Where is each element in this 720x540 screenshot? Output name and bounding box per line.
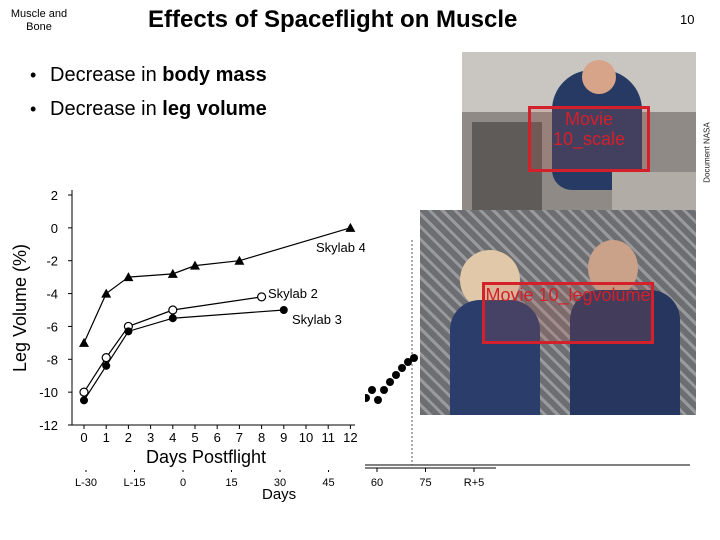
secondary-tick-label: L-30 bbox=[75, 477, 97, 489]
background-data-point bbox=[404, 358, 412, 366]
page-number: 10 bbox=[680, 12, 695, 27]
x-tick-label: 7 bbox=[236, 430, 243, 445]
y-axis-label: Leg Volume (%) bbox=[10, 244, 30, 372]
secondary-tick-label: 60 bbox=[371, 477, 383, 489]
x-tick-label: 6 bbox=[214, 430, 221, 445]
bullet-prefix: Decrease in bbox=[50, 64, 163, 86]
movie-label-legvolume[interactable]: Movie 10_legvolume bbox=[485, 285, 651, 305]
y-tick-label: -6 bbox=[46, 319, 58, 334]
bullet-emphasis: leg volume bbox=[162, 98, 267, 120]
y-tick-label: -12 bbox=[39, 418, 58, 433]
y-tick-label: 0 bbox=[51, 221, 58, 236]
x-tick-label: 2 bbox=[125, 430, 132, 445]
data-point-open-circle bbox=[79, 387, 89, 397]
data-point-triangle bbox=[123, 272, 134, 282]
background-plot bbox=[350, 240, 690, 466]
background-data-point bbox=[392, 371, 400, 379]
x-tick-label: 5 bbox=[191, 430, 198, 445]
bullet-emphasis: body mass bbox=[162, 64, 267, 86]
data-point-filled-circle bbox=[279, 306, 288, 314]
background-data-point bbox=[374, 396, 382, 404]
data-point-triangle bbox=[167, 268, 178, 278]
y-tick-label: 2 bbox=[51, 188, 58, 203]
background-data-point bbox=[368, 386, 376, 394]
x-axis-ticks: 0 1 2 3 4 5 6 7 8 9 10 11 12 bbox=[80, 425, 358, 445]
x-tick-label: 9 bbox=[280, 430, 287, 445]
series-label: Skylab 2 bbox=[268, 286, 318, 301]
background-data-point bbox=[380, 386, 388, 394]
photo-astronaut-left bbox=[450, 300, 540, 415]
x-tick-label: 0 bbox=[80, 430, 87, 445]
photo-floor bbox=[612, 172, 696, 212]
photo-leg-volume-measurement bbox=[420, 210, 696, 415]
x-axis-label: Days Postflight bbox=[146, 447, 266, 467]
bullet-item-leg-volume: • Decrease in leg volume bbox=[30, 94, 267, 128]
y-tick-label: -10 bbox=[39, 385, 58, 400]
x-tick-label: 4 bbox=[169, 430, 176, 445]
leg-volume-chart: 20-2-4-6-8-10-12 0 1 2 3 4 5 6 7 8 9 10 11 12 Skylab… bbox=[0, 180, 365, 470]
bullet-item-body-mass: • Decrease in body mass bbox=[30, 60, 267, 94]
data-point-open-circle bbox=[168, 305, 178, 315]
x-tick-label: 1 bbox=[103, 430, 110, 445]
secondary-tick-label: 15 bbox=[225, 477, 237, 489]
data-point-open-circle bbox=[101, 353, 111, 363]
y-tick-label: -8 bbox=[46, 352, 58, 367]
bullet-prefix: Decrease in bbox=[50, 98, 163, 120]
section-topic: Muscle and Bone bbox=[10, 8, 68, 33]
background-data-point bbox=[386, 378, 394, 386]
data-point-filled-circle bbox=[80, 396, 88, 405]
series-labels: Skylab 4 Skylab 2 Skylab 3 bbox=[268, 240, 365, 327]
background-data-points bbox=[350, 354, 418, 409]
y-tick-label: -2 bbox=[46, 254, 58, 269]
x-tick-label: 3 bbox=[147, 430, 154, 445]
series-markers bbox=[79, 222, 356, 405]
chart-background bbox=[0, 180, 365, 470]
photo-face-right bbox=[588, 240, 638, 296]
data-point-filled-circle bbox=[124, 327, 133, 336]
data-point-triangle bbox=[345, 222, 356, 232]
background-data-point bbox=[410, 354, 418, 362]
bullet-icon: • bbox=[30, 65, 37, 85]
x-tick-label: 11 bbox=[321, 430, 335, 445]
secondary-tick-label: 75 bbox=[419, 477, 431, 489]
x-tick-label: 8 bbox=[258, 430, 265, 445]
movie-link-legvolume[interactable]: Movie 10_legvolume bbox=[482, 282, 654, 344]
data-point-filled-circle bbox=[168, 314, 177, 323]
y-axis-ticks: 2 0 -2 -4 -6 -8 -10 -12 bbox=[39, 188, 72, 433]
movie-link-scale[interactable]: Movie 10_scale bbox=[528, 106, 650, 172]
x-tick-label: 10 bbox=[299, 430, 313, 445]
photo-credit: Document NASA bbox=[702, 122, 712, 183]
data-point-open-circle bbox=[257, 292, 267, 302]
series-label: Skylab 4 bbox=[316, 240, 365, 255]
secondary-tick-label: 0 bbox=[180, 477, 186, 489]
data-point-triangle bbox=[190, 260, 200, 270]
data-point-filled-circle bbox=[102, 361, 111, 370]
photo-face bbox=[582, 60, 616, 94]
secondary-tick-label: 45 bbox=[322, 477, 334, 489]
page-title: Effects of Spaceflight on Muscle bbox=[148, 6, 518, 33]
photo-body-mass-measurement bbox=[462, 52, 696, 212]
x-tick-label: 12 bbox=[343, 430, 357, 445]
photo-astronaut-right bbox=[570, 290, 680, 415]
y-tick-label: -4 bbox=[46, 287, 58, 302]
secondary-tick-label: R+5 bbox=[464, 477, 485, 489]
bullet-list: • Decrease in body mass • Decrease in leg … bbox=[30, 60, 267, 128]
data-point-triangle bbox=[79, 337, 89, 347]
data-point-triangle bbox=[101, 288, 112, 298]
secondary-tick-label: L-15 bbox=[123, 477, 145, 489]
movie-label-scale[interactable]: Movie 10_scale bbox=[552, 109, 626, 149]
secondary-axis-label: Days bbox=[262, 486, 297, 503]
data-point-triangle bbox=[234, 255, 245, 265]
series-label: Skylab 3 bbox=[292, 312, 342, 327]
secondary-tick-label: 30 bbox=[274, 477, 286, 489]
background-data-point bbox=[398, 364, 406, 372]
bullet-icon: • bbox=[30, 99, 37, 119]
